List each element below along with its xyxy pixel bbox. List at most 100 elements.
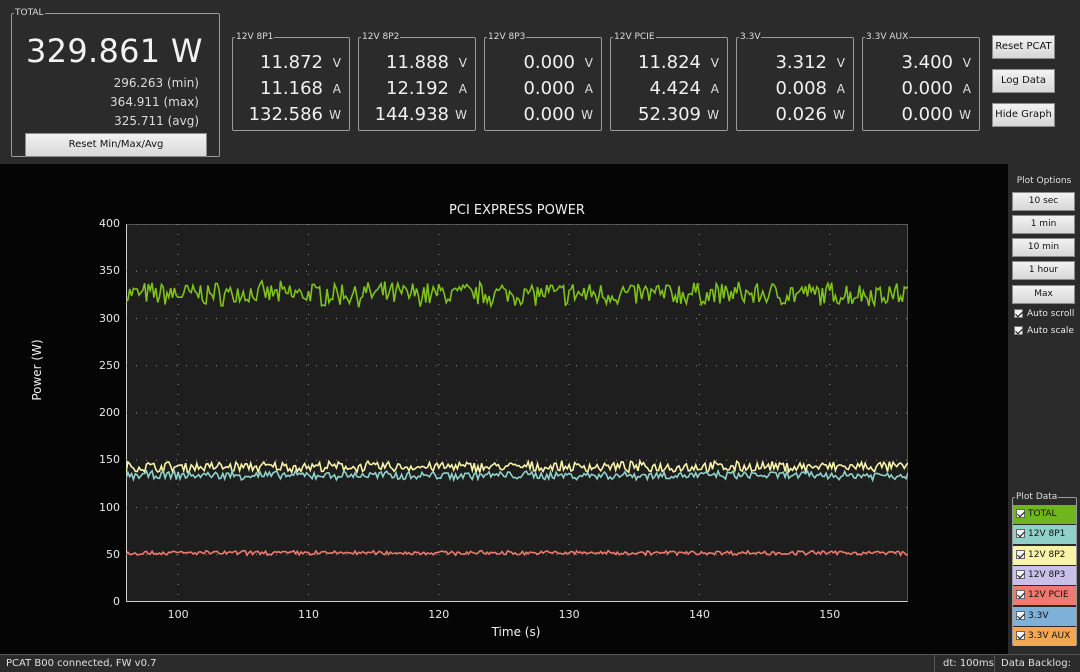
plot-data-item[interactable]: 12V 8P3 — [1013, 565, 1076, 585]
range-max-button[interactable]: Max — [1012, 285, 1075, 304]
auto-scroll-checkbox[interactable]: Auto scroll — [1014, 309, 1074, 319]
channel-legend: 12V PCIE — [614, 32, 655, 42]
channel-legend: 12V 8P2 — [362, 32, 400, 42]
power-value: 0.000 — [523, 104, 575, 125]
volt-unit: V — [962, 56, 971, 70]
x-tick-label: 100 — [167, 608, 189, 621]
channel-legend: 12V 8P3 — [488, 32, 526, 42]
amp-unit: A — [962, 82, 971, 96]
range-10sec-button[interactable]: 10 sec — [1012, 192, 1075, 211]
range-1min-button[interactable]: 1 min — [1012, 215, 1075, 234]
connection-status: PCAT B00 connected, FW v0.7 — [6, 658, 157, 669]
dt-status: dt: 100ms — [934, 655, 1002, 672]
plot-data-label: TOTAL — [1028, 509, 1057, 519]
checkbox-icon — [1016, 509, 1025, 518]
range-10min-button[interactable]: 10 min — [1012, 238, 1075, 257]
x-tick-label: 150 — [819, 608, 841, 621]
auto-scale-checkbox[interactable]: Auto scale — [1014, 326, 1074, 336]
x-tick-label: 110 — [297, 608, 319, 621]
y-tick-label: 0 — [113, 595, 120, 608]
amp-unit: A — [458, 82, 467, 96]
checkbox-icon — [1016, 549, 1025, 559]
y-tick-label: 200 — [99, 406, 120, 419]
voltage-value: 11.824 — [638, 52, 701, 73]
x-tick-label: 140 — [688, 608, 710, 621]
channel-12v-8p1: 12V 8P1 11.872 V 11.168 A 132.586 W — [232, 33, 350, 131]
power-value: 144.938 — [374, 104, 449, 125]
channel-3v3: 3.3V 3.312 V 0.008 A 0.026 W — [736, 33, 854, 131]
plot-data-item[interactable]: TOTAL — [1013, 505, 1076, 524]
total-group: TOTAL 329.861 W 296.263 (min) 364.911 (m… — [11, 9, 220, 157]
current-value: 4.424 — [649, 78, 701, 99]
range-1hour-button[interactable]: 1 hour — [1012, 261, 1075, 280]
current-value: 12.192 — [386, 78, 449, 99]
y-tick-label: 50 — [106, 547, 120, 561]
reset-pcat-button[interactable]: Reset PCAT — [992, 35, 1055, 59]
total-min: 296.263 (min) — [113, 76, 199, 90]
plot-data-label: 3.3V AUX — [1028, 630, 1071, 641]
series-line — [126, 458, 908, 475]
power-value: 0.026 — [775, 104, 827, 125]
plot-data-label: 12V 8P3 — [1028, 569, 1066, 580]
data-backlog-status: Data Backlog: 1 — [994, 655, 1080, 672]
watt-unit: W — [455, 108, 467, 122]
plot-data-label: 12V PCIE — [1028, 590, 1069, 601]
chart-title: PCI EXPRESS POWER — [449, 203, 585, 218]
amp-unit: A — [836, 82, 845, 96]
watt-unit: W — [959, 108, 971, 122]
series-line — [126, 468, 908, 483]
plot-data-item[interactable]: 3.3V — [1013, 606, 1076, 626]
plot-options-title: Plot Options — [1016, 176, 1072, 186]
power-value: 132.586 — [248, 104, 323, 125]
plot-data-item[interactable]: 12V 8P1 — [1013, 525, 1076, 545]
current-value: 0.000 — [523, 78, 575, 99]
checkbox-icon — [1014, 326, 1023, 335]
watt-unit: W — [707, 108, 719, 122]
status-bar: PCAT B00 connected, FW v0.7 dt: 100ms Da… — [0, 654, 1080, 672]
current-value: 0.008 — [775, 78, 827, 99]
channel-legend: 3.3V — [740, 32, 761, 42]
y-tick-label: 250 — [99, 358, 120, 372]
voltage-value: 3.312 — [775, 52, 827, 73]
channel-12v-8p2: 12V 8P2 11.888 V 12.192 A 144.938 W — [358, 33, 476, 131]
checkbox-icon — [1016, 529, 1025, 539]
channel-legend: 12V 8P1 — [236, 32, 274, 42]
log-data-button[interactable]: Log Data — [992, 69, 1055, 93]
checkbox-icon — [1016, 569, 1025, 579]
voltage-value: 0.000 — [523, 52, 575, 73]
y-tick-label: 400 — [99, 217, 120, 230]
plot-data-item[interactable]: 12V PCIE — [1013, 586, 1076, 606]
channel-3v3-aux: 3.3V AUX 3.400 V 0.000 A 0.000 W — [862, 33, 980, 131]
reset-min-max-avg-button[interactable]: Reset Min/Max/Avg — [25, 133, 207, 157]
plot-data-item[interactable]: 12V 8P2 — [1013, 545, 1076, 565]
x-tick-label: 130 — [558, 608, 580, 621]
checkbox-icon — [1016, 630, 1025, 640]
plot-data-label: 3.3V — [1028, 610, 1049, 621]
checkbox-icon — [1016, 590, 1025, 600]
channel-12v-8p3: 12V 8P3 0.000 V 0.000 A 0.000 W — [484, 33, 602, 131]
hide-graph-button[interactable]: Hide Graph — [992, 103, 1055, 127]
amp-unit: A — [710, 82, 719, 96]
amp-unit: A — [584, 82, 593, 96]
voltage-value: 11.888 — [386, 52, 449, 73]
power-value: 52.309 — [638, 104, 701, 125]
checkbox-icon — [1014, 309, 1023, 318]
y-tick-label: 350 — [99, 264, 120, 278]
total-max: 364.911 (max) — [110, 95, 199, 109]
channel-legend: 3.3V AUX — [866, 32, 909, 42]
watt-unit: W — [833, 108, 845, 122]
x-tick-label: 120 — [428, 608, 450, 621]
plot-data-label: 12V 8P2 — [1028, 549, 1066, 560]
total-legend: TOTAL — [15, 8, 44, 18]
y-axis-label: Power (W) — [30, 339, 44, 401]
volt-unit: V — [710, 56, 719, 70]
auto-scroll-label: Auto scroll — [1027, 309, 1075, 319]
total-power: 329.861 W — [26, 32, 203, 70]
volt-unit: V — [332, 56, 341, 70]
plot-lines — [126, 224, 908, 602]
channel-12v-pcie: 12V PCIE 11.824 V 4.424 A 52.309 W — [610, 33, 728, 131]
auto-scale-label: Auto scale — [1027, 326, 1074, 336]
plot-data-item[interactable]: 3.3V AUX — [1013, 626, 1076, 646]
volt-unit: V — [458, 56, 467, 70]
y-tick-label: 150 — [99, 453, 120, 467]
